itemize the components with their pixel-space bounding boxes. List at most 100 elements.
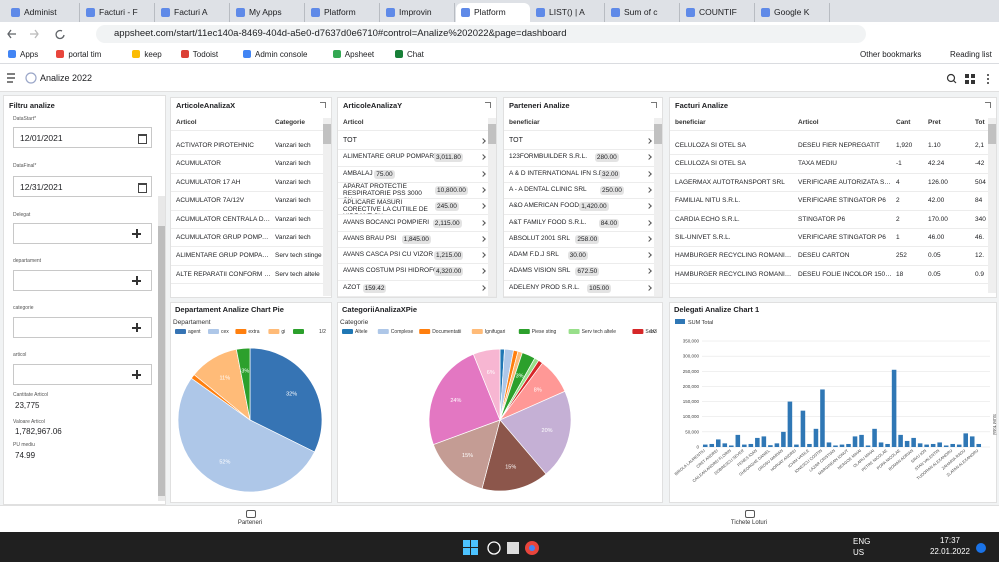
table-row[interactable]: ACUMULATOR Vanzari tech: [171, 155, 331, 174]
table-row[interactable]: APARAT PROTECTIE RESPIRATORIE PSS 3000 C…: [338, 183, 496, 200]
browser-tab[interactable]: My Apps: [231, 3, 305, 22]
nav-label[interactable]: Tichete Loturi: [730, 520, 768, 526]
browser-tab[interactable]: Google K: [756, 3, 830, 22]
table-row[interactable]: 123FORMBUILDER S.R.L. 280.00: [504, 150, 662, 167]
bookmark-icon: [243, 50, 251, 58]
input-box[interactable]: [13, 223, 152, 244]
bookmark[interactable]: Reading list: [950, 50, 992, 59]
bookmark-icon: [395, 50, 403, 58]
table-row[interactable]: ACTIVATOR PIROTEHNIC Vanzari tech: [171, 137, 331, 156]
app-actions[interactable]: [945, 72, 995, 86]
legend-label: SUM Total: [688, 320, 713, 326]
url-bar[interactable]: appsheet.com/start/11ec140a-8469-404d-a5…: [96, 25, 866, 43]
browser-tab[interactable]: Improvin: [381, 3, 455, 22]
scrollbar[interactable]: [158, 196, 165, 501]
bookmark[interactable]: Other bookmarks: [860, 50, 922, 59]
bookmark[interactable]: portal tim: [68, 50, 102, 59]
row-amount: 250.00: [600, 185, 624, 195]
scrollbar[interactable]: [488, 118, 496, 296]
bookmark[interactable]: Chat: [407, 50, 424, 59]
app-title: Analize 2022: [40, 73, 93, 83]
bar: [865, 445, 871, 447]
bookmark[interactable]: keep: [144, 50, 162, 59]
table-row[interactable]: A&O AMERICAN FOOD 1,420.00: [504, 199, 662, 216]
row-amount: 672.50: [575, 267, 600, 277]
table-row[interactable]: AVANS COSTUM PSI HIDROFOBIZAT 4,320.00: [338, 264, 496, 281]
table-row[interactable]: ADAM F.D.J SRL 30.00: [504, 248, 662, 265]
table-row[interactable]: A - A DENTAL CLINIC SRL 250.00: [504, 183, 662, 200]
browser-tab[interactable]: Platform: [456, 3, 530, 22]
input-box[interactable]: [13, 317, 152, 338]
table-row[interactable]: A&T FAMILY FOOD S.R.L. 84.00: [504, 216, 662, 232]
row-amount: 3,011.80: [434, 153, 463, 163]
input-box[interactable]: 12/01/2021: [13, 127, 152, 148]
table-row[interactable]: ALIMENTARE GRUP POMPARE 3,011.80: [338, 150, 496, 167]
legend-label: Complese: [391, 329, 414, 335]
nav-buttons[interactable]: [6, 27, 76, 41]
table-row[interactable]: ADELENY PROD S.R.L. 105.00: [504, 281, 662, 297]
table-row[interactable]: ACUMULATOR CENTRALA DET... Vanzari tech: [171, 211, 331, 229]
bar: [891, 369, 897, 447]
table-panel: ArticoleAnalizaY Articol TOT ALIMENTARE GRU…: [337, 97, 497, 298]
table-row[interactable]: SIL-UNIVET S.R.L. VERIFICARE STINGATOR P6…: [670, 229, 996, 248]
table-row[interactable]: ADAMS VISION SRL 672.50: [504, 264, 662, 281]
legend-label: cex: [221, 329, 229, 335]
browser-tab[interactable]: Facturi A: [156, 3, 230, 22]
bookmark[interactable]: Admin console: [255, 50, 308, 59]
row-separator: [504, 149, 662, 151]
browser-tab[interactable]: Platform: [306, 3, 380, 22]
bar: [794, 444, 799, 447]
browser-tab[interactable]: Sum of c: [606, 3, 680, 22]
table-row[interactable]: HAMBURGER RECYCLING ROMANIA SRL DESEU FOL…: [670, 266, 996, 285]
table-row[interactable]: ACUMULATOR 17 AH Vanzari tech: [171, 174, 331, 193]
input-box[interactable]: [13, 270, 152, 291]
browser-tab[interactable]: COUNTIF: [681, 3, 755, 22]
legend-swatch: [268, 329, 280, 334]
row-amount: 30.00: [567, 251, 588, 261]
scrollbar[interactable]: [654, 118, 662, 296]
row-separator: [338, 279, 496, 281]
scrollbar[interactable]: [323, 118, 331, 296]
table-row[interactable]: AMBALAJ 75.00: [338, 167, 496, 183]
table-row[interactable]: CELULOZA SI OTEL SA DESEU FIER NEPREGATIT…: [670, 137, 996, 156]
scrollbar[interactable]: [988, 118, 996, 293]
table-row[interactable]: AVANS BRAU PSI 1,845.00: [338, 232, 496, 249]
row-amount: 245.00: [435, 202, 459, 212]
row-amount: 258.00: [575, 234, 600, 244]
table-row[interactable]: APLICARE MASURI CORECTIVE LA CUTIILE DE …: [338, 199, 496, 216]
table-row[interactable]: ALIMENTARE GRUP POMPARE Serv tech stinge: [171, 247, 331, 266]
input-box[interactable]: [13, 364, 152, 385]
table-row[interactable]: AVANS BOCANCI POMPIERI 2,115.00: [338, 216, 496, 232]
bookmark[interactable]: Apps: [20, 50, 39, 59]
table-row[interactable]: AVANS CASCA PSI CU VIZOR 1,215.00: [338, 248, 496, 265]
table-row[interactable]: CARDIA ECHO S.R.L. STINGATOR P6 2 170.00 340: [670, 211, 996, 229]
table-row[interactable]: TOT: [338, 134, 496, 151]
legend-label: extra: [248, 329, 259, 335]
bookmark[interactable]: Todoist: [192, 50, 219, 59]
input-box[interactable]: 12/31/2021: [13, 176, 152, 197]
browser-tab[interactable]: Facturi - F: [81, 3, 155, 22]
table-row[interactable]: CELULOZA SI OTEL SA TAXA MEDIU -1 42.24 -42: [670, 155, 996, 174]
bookmark[interactable]: Apsheet: [344, 50, 375, 59]
browser-tab[interactable]: Administ: [6, 3, 80, 22]
app-icons[interactable]: [6, 72, 46, 86]
table-row[interactable]: HAMBURGER RECYCLING ROMANIA SRL DESEU CAR…: [670, 247, 996, 266]
table-row[interactable]: TOT: [504, 134, 662, 151]
taskbar-icons[interactable]: [462, 539, 552, 557]
table-row[interactable]: ALTE REPARATII CONFORM DE... Serv tech al…: [171, 266, 331, 285]
bar: [826, 442, 832, 447]
table-row[interactable]: AZOT 159.42: [338, 281, 496, 297]
table-row[interactable]: FAMILIAL NITU S.R.L. VERIFICARE STINGATOR…: [670, 192, 996, 211]
bar: [742, 444, 747, 447]
row-amount: 105.00: [587, 283, 611, 293]
nav-label[interactable]: Parteneri: [237, 520, 263, 526]
table-row[interactable]: LAGERMAX AUTOTRANSPORT SRL VERIFICARE AUT…: [670, 174, 996, 193]
notification-badge[interactable]: [976, 543, 986, 553]
table-row[interactable]: A & D INTERNATIONAL IFN S.R.L. 32.00: [504, 167, 662, 183]
table-row[interactable]: ACUMULATOR 7A/12V Vanzari tech: [171, 192, 331, 211]
table-row[interactable]: ABSOLUT 2001 SRL 258.00: [504, 232, 662, 249]
browser-tab[interactable]: LIST() | A: [531, 3, 605, 22]
legend-swatch: [518, 329, 530, 334]
table-row[interactable]: ACUMULATOR GRUP POMPAR... Vanzari tech: [171, 229, 331, 248]
bar: [735, 434, 741, 447]
